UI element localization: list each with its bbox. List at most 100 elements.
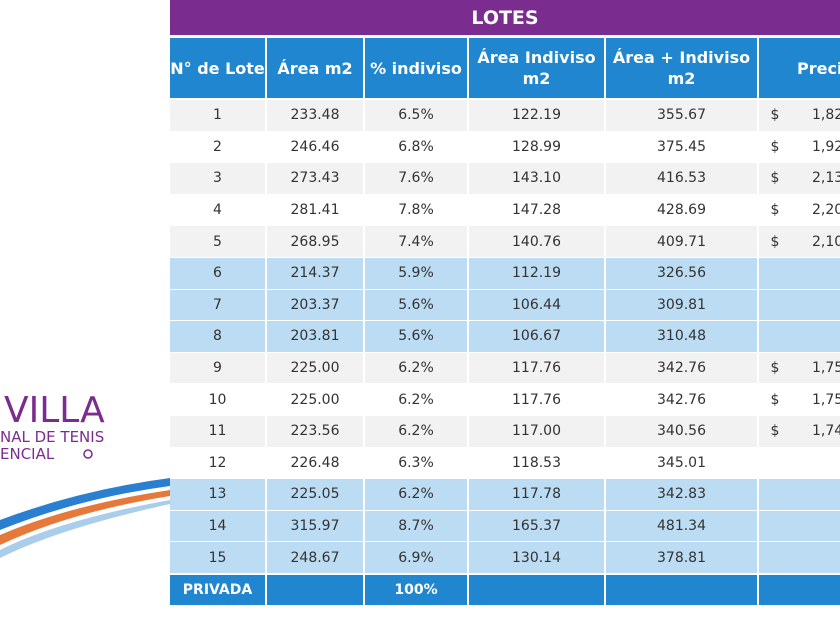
cell: 112.19 <box>469 258 604 289</box>
cell: 106.44 <box>469 289 604 321</box>
cell: 117.76 <box>469 384 604 415</box>
cell: 203.81 <box>267 321 363 352</box>
logo-line: ENCIAL <box>0 445 55 463</box>
cell: 7.4% <box>365 226 467 257</box>
cell: 2 <box>170 131 265 163</box>
cell: 5.6% <box>365 289 467 321</box>
cell: 345.01 <box>606 447 757 479</box>
swoosh <box>0 500 170 558</box>
cell <box>759 258 840 289</box>
price: 1,75 <box>812 360 840 377</box>
cell: 128.99 <box>469 131 604 163</box>
cell: 5.6% <box>365 321 467 352</box>
cell: 13 <box>170 479 265 510</box>
cell: 6.9% <box>365 542 467 573</box>
cell: 6.2% <box>365 384 467 415</box>
cell: 7.8% <box>365 194 467 226</box>
cell: 6.3% <box>365 447 467 479</box>
cell: 342.76 <box>606 384 757 415</box>
price: 1,74 <box>812 423 840 440</box>
cell: 1 <box>170 100 265 131</box>
cell: 225.00 <box>267 352 363 384</box>
footer-cell: 100% <box>365 575 467 605</box>
cell: 140.76 <box>469 226 604 257</box>
cell: 225.00 <box>267 384 363 415</box>
logo-dot <box>83 449 93 459</box>
price: 2,20 <box>812 202 840 219</box>
cell: 143.10 <box>469 163 604 194</box>
cell: 248.67 <box>267 542 363 573</box>
cell: 416.53 <box>606 163 757 194</box>
cell <box>759 131 840 163</box>
cell: 8 <box>170 321 265 352</box>
logo-line: NAL DE TENIS <box>0 428 104 446</box>
footer-cell: PRIVADA <box>170 575 265 605</box>
logo-art: VILLA NAL DE TENIS ENCIAL <box>0 390 170 558</box>
cell: 117.78 <box>469 479 604 510</box>
cell: 117.76 <box>469 352 604 384</box>
cell: 3 <box>170 163 265 194</box>
cell: 378.81 <box>606 542 757 573</box>
cell: 6.2% <box>365 352 467 384</box>
currency: $ <box>770 360 780 377</box>
cell: 225.05 <box>267 479 363 510</box>
cell: 203.37 <box>267 289 363 321</box>
price: 1,82 <box>812 107 840 124</box>
cell: 118.53 <box>469 447 604 479</box>
cell: 481.34 <box>606 510 757 542</box>
cell: 409.71 <box>606 226 757 257</box>
swoosh <box>0 478 170 530</box>
cell <box>759 479 840 510</box>
cell: 10 <box>170 384 265 415</box>
swoosh <box>0 490 170 545</box>
cell <box>759 321 840 352</box>
cell: 309.81 <box>606 289 757 321</box>
cell: 117.00 <box>469 416 604 447</box>
cell <box>759 226 840 257</box>
cell: 342.83 <box>606 479 757 510</box>
cell: 4 <box>170 194 265 226</box>
cell <box>759 416 840 447</box>
currency: $ <box>770 391 780 408</box>
cell: 6.8% <box>365 131 467 163</box>
cell: 233.48 <box>267 100 363 131</box>
cell <box>759 447 840 479</box>
currency: $ <box>770 202 780 219</box>
cell: 326.56 <box>606 258 757 289</box>
cell: 428.69 <box>606 194 757 226</box>
cell: 14 <box>170 510 265 542</box>
currency: $ <box>770 170 780 187</box>
cell <box>759 510 840 542</box>
column-header: N° de Lote <box>170 38 265 98</box>
footer-cell <box>606 575 757 605</box>
column-header: Área + Indiviso m2 <box>606 38 757 98</box>
price: 2,10 <box>812 233 840 250</box>
currency: $ <box>770 423 780 440</box>
cell: 6.2% <box>365 416 467 447</box>
cell: 273.43 <box>267 163 363 194</box>
logo-name: VILLA <box>4 390 105 431</box>
column-header: % indiviso <box>365 38 467 98</box>
cell: 9 <box>170 352 265 384</box>
cell: 15 <box>170 542 265 573</box>
cell: 268.95 <box>267 226 363 257</box>
cell: 223.56 <box>267 416 363 447</box>
cell: 7 <box>170 289 265 321</box>
footer-cell <box>267 575 363 605</box>
cell <box>759 384 840 415</box>
cell: 246.46 <box>267 131 363 163</box>
cell: 340.56 <box>606 416 757 447</box>
cell: 5.9% <box>365 258 467 289</box>
price: 2,13 <box>812 170 840 187</box>
cell <box>759 542 840 573</box>
column-header: Área m2 <box>267 38 363 98</box>
cell: 122.19 <box>469 100 604 131</box>
cell: 315.97 <box>267 510 363 542</box>
cell <box>759 289 840 321</box>
cell: 8.7% <box>365 510 467 542</box>
cell: 342.76 <box>606 352 757 384</box>
cell: 355.67 <box>606 100 757 131</box>
currency: $ <box>770 233 780 250</box>
cell: 226.48 <box>267 447 363 479</box>
